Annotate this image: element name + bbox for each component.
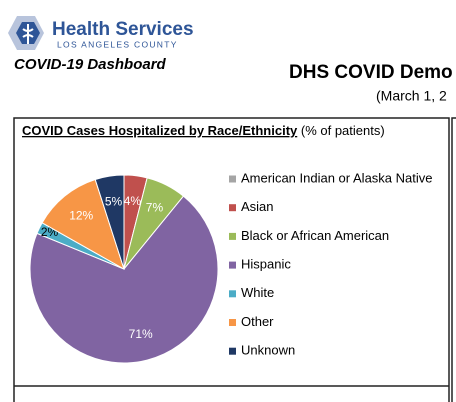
legend-label: Other [241,314,274,329]
legend-swatch [229,347,236,355]
slice-label: 4% [124,194,142,208]
legend-label: Black or African American [241,228,389,243]
slice-label: 5% [105,194,123,208]
panel-title: COVID Cases Hospitalized by Race/Ethnici… [22,123,385,138]
legend-label: Asian [241,199,274,214]
chart-title-note: (% of patients) [301,123,385,138]
chart-title: COVID Cases Hospitalized by Race/Ethnici… [22,123,298,138]
slice-label: 71% [129,327,153,341]
date-range: (March 1, 2 [376,88,447,104]
pie-slice [41,178,125,271]
dashboard-label: COVID-19 Dashboard [14,56,167,73]
legend-swatch [229,319,236,326]
org-name: Health Services [52,19,194,40]
panel-border [451,117,456,402]
slice-label: 7% [146,201,164,215]
legend-label: Unknown [241,343,295,358]
legend-label: White [241,285,274,300]
legend-label: Hispanic [241,257,291,272]
legend-swatch [229,290,236,298]
page-title: DHS COVID Demo [289,62,453,83]
legend-swatch [229,204,236,212]
legend-swatch [229,175,236,183]
logo [8,16,44,50]
county-name: LOS ANGELES COUNTY [57,39,178,49]
legend-label: American Indian or Alaska Native [241,170,432,185]
pie-slice [29,195,219,364]
legend-swatch [229,261,236,269]
legend-swatch [229,232,236,240]
panel-border [13,117,450,402]
slice-label: 12% [69,209,93,223]
pie-slice [94,174,125,270]
